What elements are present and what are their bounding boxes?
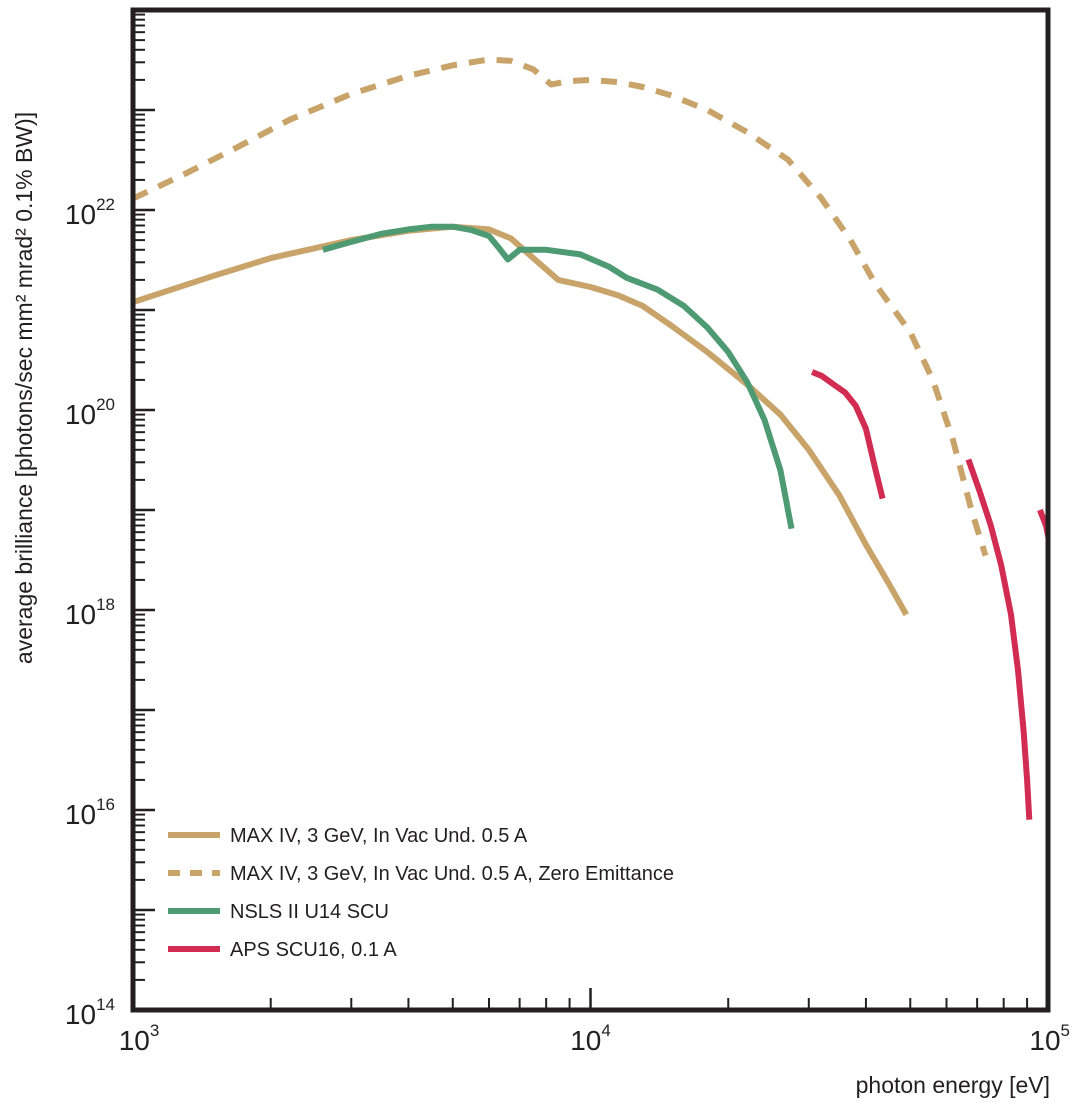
x-tick-labels: 103 104 105 — [119, 1021, 1070, 1056]
legend-label: NSLS II U14 SCU — [230, 901, 389, 923]
legend-label: MAX IV, 3 GeV, In Vac Und. 0.5 A — [230, 825, 528, 847]
legend-label: APS SCU16, 0.1 A — [230, 939, 397, 961]
x-tick-label: 104 — [570, 1021, 611, 1056]
y-tick-label: 1020 — [65, 395, 115, 430]
y-tick-label: 1016 — [65, 795, 115, 830]
plot-frame — [130, 7, 1051, 1013]
y-tick-labels: 1014 1016 1018 1020 1022 — [65, 195, 115, 1030]
series-line-3 — [322, 223, 795, 530]
x-axis-title: photon energy [eV] — [856, 1072, 1050, 1098]
x-tick-label: 105 — [1029, 1021, 1070, 1056]
x-tick-label: 103 — [119, 1021, 160, 1056]
plot-lines — [133, 56, 1048, 820]
y-axis-title: average brilliance [photons/sec mm² mrad… — [11, 112, 37, 664]
legend: MAX IV, 3 GeV, In Vac Und. 0.5 A MAX IV, … — [168, 825, 674, 961]
y-tick-label: 1018 — [65, 595, 115, 630]
y-tick-label: 1014 — [65, 995, 115, 1030]
y-tick-label: 1022 — [65, 195, 115, 230]
series-line-1 — [133, 223, 909, 617]
minor-ticks — [133, 13, 1029, 1010]
major-ticks — [131, 8, 1050, 1012]
series-line-2 — [133, 56, 989, 557]
series-line-4 — [810, 369, 1048, 820]
legend-label: MAX IV, 3 GeV, In Vac Und. 0.5 A, Zero E… — [230, 863, 674, 885]
